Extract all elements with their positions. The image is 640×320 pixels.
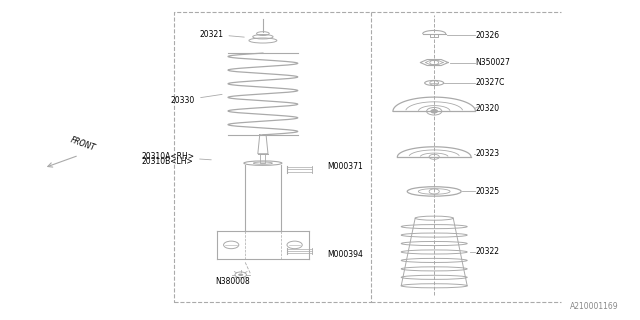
Circle shape <box>238 274 243 276</box>
Text: N350027: N350027 <box>476 58 510 67</box>
Text: A210001169: A210001169 <box>570 302 618 311</box>
Text: 20322: 20322 <box>476 247 499 256</box>
Text: 20325: 20325 <box>476 187 500 196</box>
Text: N380008: N380008 <box>216 277 250 286</box>
Text: 20310B<LH>: 20310B<LH> <box>141 157 193 166</box>
Text: 20326: 20326 <box>476 31 500 40</box>
Text: 20323: 20323 <box>476 149 500 158</box>
Text: 20330: 20330 <box>171 94 222 105</box>
Text: 20321: 20321 <box>200 30 244 39</box>
Text: FRONT: FRONT <box>69 135 97 153</box>
Text: 20320: 20320 <box>476 104 500 113</box>
Text: 20310A<RH>: 20310A<RH> <box>141 152 211 161</box>
Text: M000394: M000394 <box>328 251 364 260</box>
Circle shape <box>431 110 437 113</box>
Text: M000371: M000371 <box>328 162 364 171</box>
Text: 20327C: 20327C <box>476 78 505 87</box>
